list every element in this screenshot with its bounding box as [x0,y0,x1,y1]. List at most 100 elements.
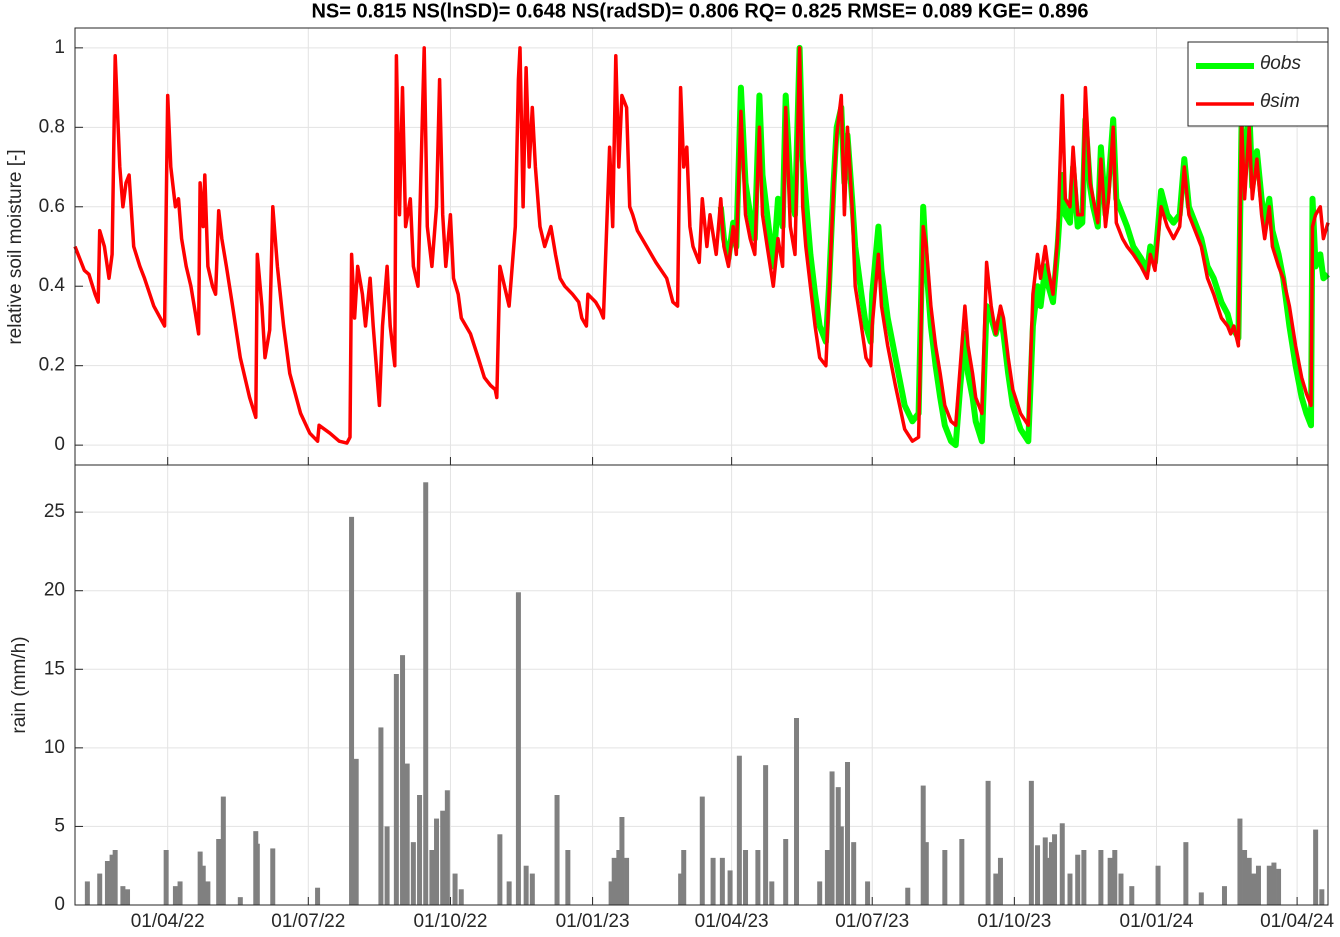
rain-bar [835,787,841,905]
rain-bar [1075,854,1081,905]
rain-bar [458,889,464,905]
rain-bar [1059,823,1065,905]
x-tick-label: 01/07/22 [271,911,345,932]
rain-bar [523,865,529,905]
y-tick-label: 0.8 [39,116,65,137]
rain-bar [783,839,789,905]
y-tick-label: 0 [54,434,65,455]
rain-bar [699,796,705,905]
rain-bar [506,881,512,905]
rain-bar [1155,865,1161,905]
rain-bar [400,655,406,905]
rain-bar [1048,842,1054,905]
y-tick-label: 0.6 [39,196,65,217]
rain-bar [851,842,857,905]
rain-bar [710,857,716,905]
rain-bar [177,881,183,905]
rain-bar [993,873,999,905]
rain-bar [920,785,926,905]
rain-bar [985,780,991,905]
rain-bar [817,881,823,905]
rain-bar [1313,829,1319,905]
rain-bar [1112,850,1118,905]
rain-bar [410,842,416,905]
rain-bar [434,818,440,905]
rain-bar [923,842,929,905]
y-tick-label: 1 [54,37,65,58]
rain-bar [197,851,203,905]
rain-bar [616,850,622,905]
legend-label: θobs [1260,53,1301,74]
rain-bar [1098,850,1104,905]
rain-bar [404,763,410,905]
rain-bar [743,850,749,905]
rain-bar [1237,818,1243,905]
rain-bar [429,850,435,905]
rain-bar [1067,873,1073,905]
rain-bar [1242,850,1248,905]
rain-bar [959,839,965,905]
rain-bar [1129,886,1135,905]
x-tick-label: 01/07/23 [835,911,909,932]
y-tick-label: 15 [44,658,65,679]
rain-bar [1107,857,1113,905]
rain-bar [678,873,684,905]
rain-bar [624,857,630,905]
rain-bar [497,834,503,905]
rain-bar [1251,873,1257,905]
y-axis-label: relative soil moisture [-] [5,149,26,344]
rain-bar [200,865,206,905]
rain-bar [565,850,571,905]
x-tick-label: 01/01/23 [556,911,630,932]
rain-bar [237,897,243,905]
rain-bar [216,839,222,905]
y-tick-label: 5 [54,815,65,836]
rain-bar [104,861,110,905]
y-tick-label: 0.4 [39,275,66,296]
rain-bar [1044,857,1050,905]
rain-bar [681,850,687,905]
rain-bar [270,848,276,905]
rain-bar [220,796,226,905]
rain-bar [763,765,769,905]
rain-bar [1271,862,1277,905]
legend-label: θsim [1260,91,1300,112]
rain-bar [384,826,390,905]
rain-bar [942,850,948,905]
rain-bar [440,810,446,905]
x-tick-label: 01/10/23 [977,911,1051,932]
rain-bar [254,843,260,905]
rain-bar [727,870,733,905]
y-tick-label: 0 [54,894,65,915]
rain-bar [905,887,911,905]
rain-bar [1255,865,1261,905]
rain-bar [529,873,535,905]
y-tick-label: 0.2 [39,355,65,376]
rain-bar [109,854,115,905]
rain-bar [1198,892,1204,905]
rain-bar [205,881,211,905]
rain-bar [865,881,871,905]
rain-bar [417,795,423,905]
rain-bar [824,850,830,905]
legend-box [1187,41,1329,127]
x-tick-label: 01/10/22 [413,911,487,932]
rain-bar [315,887,321,905]
x-tick-label: 01/04/23 [695,911,769,932]
rain-bar [608,881,614,905]
rain-bar [163,850,169,905]
rain-bar [349,516,355,905]
rain-bar [1246,857,1252,905]
rain-bar [736,755,742,905]
y-tick-label: 10 [44,737,65,758]
rain-bar [1035,845,1041,905]
rain-bar [554,795,560,905]
rain-bar [1028,780,1034,905]
rain-bar [423,482,429,905]
rain-bar [1266,865,1272,905]
rain-bar [1081,850,1087,905]
x-tick-label: 01/04/22 [131,911,205,932]
rain-bar [845,762,851,905]
rain-bar [120,886,126,905]
rain-bar [794,718,800,905]
